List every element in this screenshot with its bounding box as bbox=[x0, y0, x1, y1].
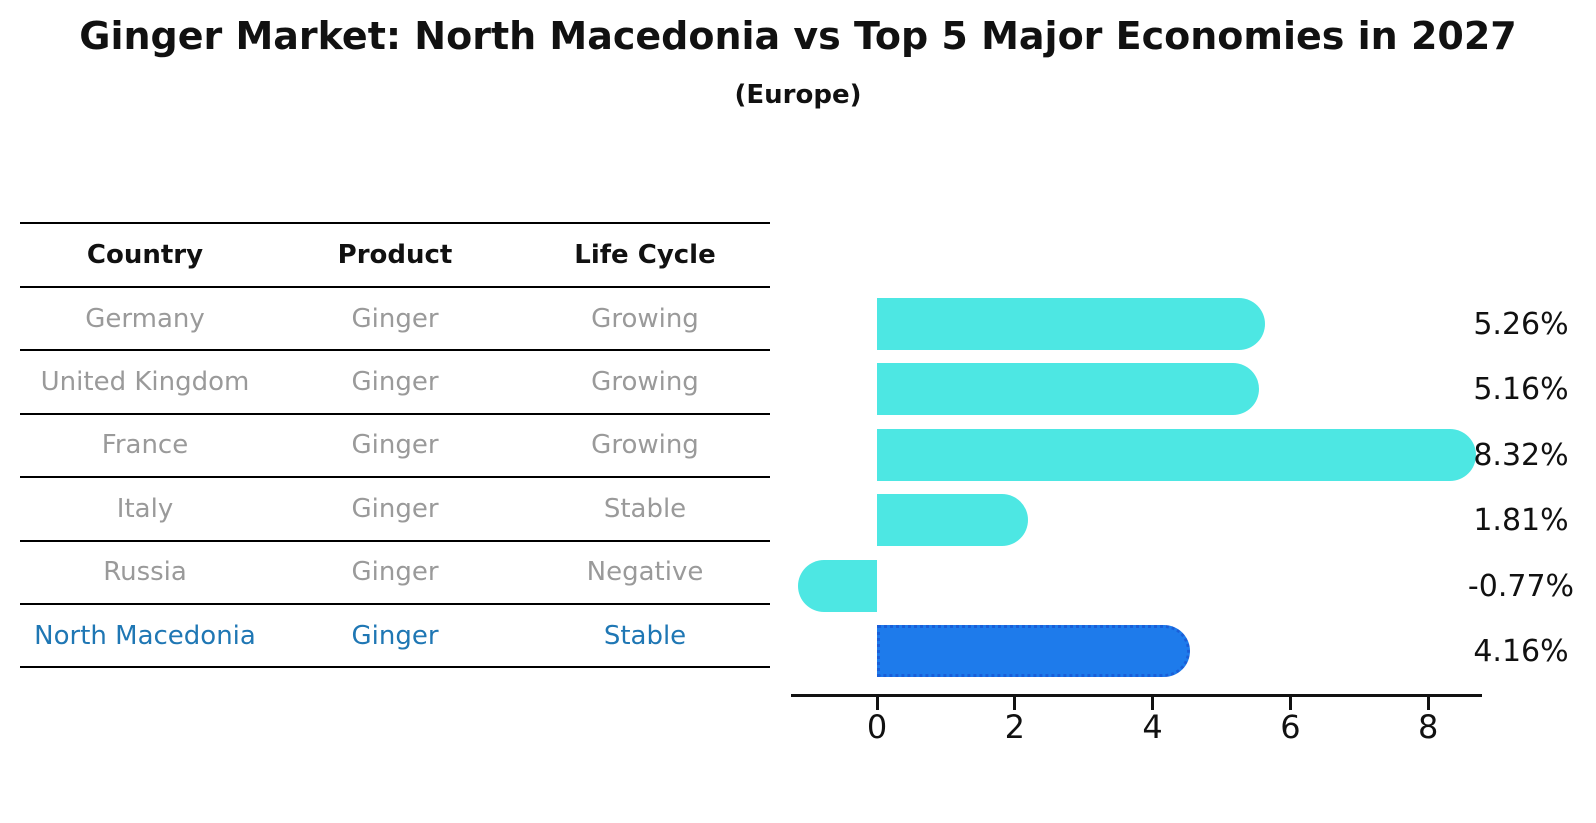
table-row: Russia Ginger Negative bbox=[20, 542, 770, 605]
x-axis-tick-label: 0 bbox=[866, 708, 888, 746]
growth-bar-chart: 0 2 4 6 8 5.26% 5.16% 8.32% 1.81% -0.77% 4.16% bbox=[791, 0, 1596, 823]
bar-united-kingdom bbox=[877, 363, 1259, 415]
x-axis-tick-label: 8 bbox=[1418, 708, 1439, 746]
product-cell: Ginger bbox=[351, 430, 439, 461]
bar-value-label: 1.81% bbox=[1473, 502, 1569, 538]
table-row: Germany Ginger Growing bbox=[20, 288, 770, 352]
country-cell: Italy bbox=[116, 493, 174, 524]
bar-germany bbox=[877, 298, 1266, 350]
table-row: United Kingdom Ginger Growing bbox=[20, 351, 770, 415]
life-cycle-cell: Stable bbox=[603, 620, 687, 651]
table-column-header-life-cycle: Life Cycle bbox=[574, 240, 716, 270]
bar-value-label: 4.16% bbox=[1473, 633, 1569, 669]
life-cycle-cell: Growing bbox=[591, 303, 699, 334]
life-cycle-cell: Growing bbox=[591, 430, 699, 461]
product-cell: Ginger bbox=[351, 557, 439, 588]
life-cycle-cell: Negative bbox=[586, 557, 704, 588]
x-axis-tick bbox=[1013, 697, 1017, 710]
country-cell: Russia bbox=[103, 557, 187, 588]
x-axis-tick bbox=[1426, 697, 1430, 710]
product-cell: Ginger bbox=[351, 493, 439, 524]
x-axis-tick-label: 6 bbox=[1280, 708, 1301, 746]
country-cell: North Macedonia bbox=[34, 620, 256, 651]
country-cell: France bbox=[101, 430, 189, 461]
country-cell: United Kingdom bbox=[40, 367, 250, 398]
country-info-table: Country Product Life Cycle Germany Ginger Gr… bbox=[20, 222, 770, 669]
bar-italy bbox=[877, 494, 1028, 546]
bar-value-label: 8.32% bbox=[1473, 437, 1569, 473]
table-column-header-product: Product bbox=[337, 240, 453, 270]
table-column-header-country: Country bbox=[86, 240, 204, 270]
page-subtitle: (Europe) bbox=[734, 80, 862, 110]
bar-value-label: -0.77% bbox=[1467, 568, 1575, 604]
x-axis-tick bbox=[1288, 697, 1292, 710]
x-axis-tick-label: 4 bbox=[1142, 708, 1163, 746]
country-cell: Germany bbox=[85, 303, 205, 334]
table-row: France Ginger Growing bbox=[20, 415, 770, 479]
x-axis-tick-label: 2 bbox=[1004, 708, 1025, 746]
product-cell: Ginger bbox=[351, 367, 439, 398]
table-row: Italy Ginger Stable bbox=[20, 478, 770, 542]
life-cycle-cell: Growing bbox=[591, 367, 699, 398]
page-title: Ginger Market: North Macedonia vs Top 5 … bbox=[79, 14, 1517, 58]
bar-value-label: 5.26% bbox=[1473, 306, 1569, 342]
x-axis-line bbox=[791, 694, 1482, 697]
x-axis-tick bbox=[1151, 697, 1155, 710]
bar-value-label: 5.16% bbox=[1473, 371, 1569, 407]
product-cell: Ginger bbox=[351, 303, 439, 334]
bar-russia bbox=[797, 560, 877, 612]
product-cell: Ginger bbox=[351, 620, 439, 651]
bar-france bbox=[877, 429, 1477, 481]
life-cycle-cell: Stable bbox=[603, 493, 687, 524]
table-header-row: Country Product Life Cycle bbox=[20, 224, 770, 288]
bar-north-macedonia bbox=[877, 625, 1190, 677]
x-axis-tick bbox=[875, 697, 879, 710]
table-row: North Macedonia Ginger Stable bbox=[20, 605, 770, 669]
